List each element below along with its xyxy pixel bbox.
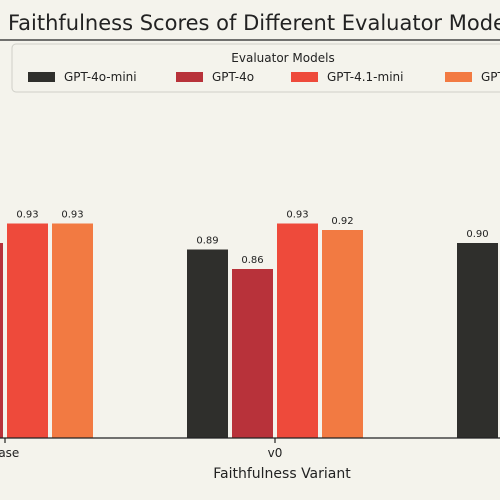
legend-label: GPT-4o bbox=[212, 70, 254, 84]
x-tick-label: base bbox=[0, 446, 19, 460]
legend-frame bbox=[11, 43, 500, 93]
legend-swatch bbox=[28, 72, 55, 82]
legend-label: GPT-4.1-mini bbox=[327, 70, 403, 84]
data-label: 0.93 bbox=[286, 210, 308, 221]
data-label: 0.89 bbox=[196, 236, 218, 247]
data-label: 0.86 bbox=[241, 255, 263, 266]
x-axis-label: Faithfulness Variant bbox=[213, 466, 351, 482]
data-label: 0.92 bbox=[331, 216, 353, 227]
data-label: 0.93 bbox=[16, 210, 38, 221]
data-label: 0.90 bbox=[466, 229, 488, 240]
bar-v0-gpt-4o bbox=[232, 269, 273, 438]
legend-label: GPT-4.1 bbox=[481, 70, 500, 84]
legend-label: GPT-4o-mini bbox=[64, 70, 137, 84]
data-labels: 0.900.900.930.930.890.860.930.920.900.90… bbox=[16, 210, 488, 267]
chart-title: Faithfulness Scores of Different Evaluat… bbox=[8, 11, 500, 35]
bar-v1-gpt-4o-mini bbox=[457, 243, 498, 438]
plot-area: 0.900.900.930.930.890.860.930.920.900.90… bbox=[0, 210, 500, 460]
legend-swatch bbox=[291, 72, 318, 82]
data-label: 0.93 bbox=[61, 210, 83, 221]
x-tick-label: v0 bbox=[268, 446, 283, 460]
bars bbox=[0, 223, 498, 438]
bar-v0-gpt-4-1 bbox=[322, 230, 363, 438]
legend-items: GPT-4o-mini GPT-4o GPT-4.1-mini GPT-4.1 bbox=[28, 70, 500, 84]
bar-v0-gpt-4-1-mini bbox=[277, 223, 318, 438]
bar-v0-gpt-4o-mini bbox=[187, 249, 228, 438]
x-axis-ticks: basev0v1 bbox=[0, 438, 283, 460]
legend-swatch bbox=[176, 72, 203, 82]
bar-base-gpt-4o bbox=[0, 243, 3, 438]
bar-base-gpt-4-1-mini bbox=[7, 223, 48, 438]
bar-base-gpt-4-1 bbox=[52, 223, 93, 438]
legend-swatch bbox=[445, 72, 472, 82]
legend-title: Evaluator Models bbox=[231, 51, 334, 65]
legend: Evaluator Models GPT-4o-mini GPT-4o GPT-4.… bbox=[11, 43, 500, 93]
